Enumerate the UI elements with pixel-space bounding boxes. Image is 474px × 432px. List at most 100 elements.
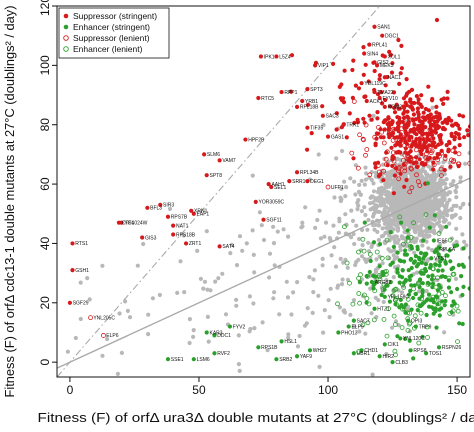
data-label: VIP1 <box>318 63 329 69</box>
data-point-suppressor-strict <box>442 127 447 132</box>
y-tick-label: 100 <box>38 55 52 75</box>
data-point-neutral <box>252 270 257 275</box>
data-point-neutral <box>444 212 449 217</box>
data-point-neutral <box>135 263 140 268</box>
data-point <box>325 134 331 139</box>
data-point <box>279 339 284 344</box>
legend-label: Enhancer (lenient) <box>73 44 143 54</box>
data-point-neutral <box>433 185 438 190</box>
data-point-suppressor-strict <box>388 52 393 58</box>
data-point-suppressor-lenient <box>390 137 396 143</box>
data-point <box>266 181 271 187</box>
data-point-enhancer-strict <box>395 270 400 275</box>
data-point-suppressor-strict <box>366 79 371 84</box>
data-point-neutral <box>237 234 243 239</box>
data-point-neutral <box>442 330 447 335</box>
data-point-neutral <box>412 229 417 234</box>
data-point-neutral <box>244 241 249 246</box>
data-point-suppressor-strict <box>453 150 458 155</box>
data-point-enhancer-strict <box>357 280 362 285</box>
data-point-neutral <box>351 298 357 303</box>
data-point <box>305 179 310 184</box>
data-point-enhancer-strict <box>456 263 461 268</box>
data-point-neutral <box>416 187 421 193</box>
data-point-neutral <box>414 270 419 275</box>
data-point-neutral <box>237 368 242 373</box>
data-point-neutral <box>341 260 346 265</box>
data-point-suppressor-strict <box>404 77 409 82</box>
data-point-enhancer-strict <box>438 259 443 264</box>
data-point-neutral <box>356 198 361 203</box>
data-point-suppressor-lenient <box>438 166 444 172</box>
data-point-suppressor-lenient <box>438 173 444 179</box>
regression-line <box>57 177 470 369</box>
data-label: L5Z4 <box>279 54 291 60</box>
data-point-enhancer-lenient <box>405 310 411 316</box>
data-point <box>405 318 411 323</box>
data-label: DGC1 <box>385 33 399 39</box>
data-point-suppressor-strict <box>432 140 437 145</box>
data-point-neutral <box>437 201 443 206</box>
data-point-neutral <box>431 223 436 229</box>
data-point-neutral <box>297 333 302 339</box>
data-label: ROM2 <box>388 105 403 111</box>
data-point-suppressor-strict <box>445 89 450 94</box>
data-label: RTS1 <box>75 241 88 247</box>
data-point-enhancer-strict <box>402 252 407 257</box>
data-point-enhancer-strict <box>455 286 460 292</box>
data-point-neutral <box>453 276 458 281</box>
data-point <box>367 42 372 47</box>
data-point-suppressor-lenient <box>381 140 387 146</box>
data-point-suppressor-lenient <box>390 150 396 156</box>
data-point-suppressor-strict <box>436 117 441 122</box>
data-point-neutral <box>415 168 420 173</box>
data-point-suppressor-strict <box>414 164 419 169</box>
data-point-suppressor-strict <box>433 130 438 135</box>
data-label: SLM6 <box>207 152 220 158</box>
data-point-suppressor-strict <box>397 81 402 86</box>
data-point-neutral <box>441 239 446 244</box>
data-point-suppressor-strict <box>375 92 381 97</box>
data-point-suppressor-lenient <box>379 129 385 135</box>
data-point-suppressor-strict <box>392 110 398 115</box>
data-point-neutral <box>449 207 454 213</box>
data-point-suppressor-lenient <box>409 185 415 191</box>
data-label: RTC5 <box>261 96 274 102</box>
data-label: TMA22 <box>377 90 393 96</box>
data-point-neutral <box>399 202 404 208</box>
data-point-suppressor-lenient <box>408 165 414 171</box>
data-point-suppressor-lenient <box>401 135 407 141</box>
data-label: YPL158C <box>388 295 410 301</box>
data-point-enhancer-strict <box>415 247 420 252</box>
data-label: SRR1 <box>292 179 306 185</box>
data-point-neutral <box>434 257 439 262</box>
data-point-enhancer-strict <box>419 260 424 265</box>
data-label: RPL34B <box>300 170 319 176</box>
data-point-suppressor-strict <box>402 105 407 111</box>
data-point-enhancer-strict <box>461 284 466 289</box>
data-point-enhancer-strict <box>388 262 393 267</box>
data-point <box>294 354 300 359</box>
data-point-neutral <box>251 252 256 257</box>
data-point-suppressor-lenient <box>429 148 435 154</box>
data-point-enhancer-lenient <box>372 288 378 294</box>
data-point-enhancer-lenient <box>412 313 418 319</box>
data-point-neutral <box>395 200 400 205</box>
data-point-neutral <box>328 286 333 291</box>
data-point-enhancer-strict <box>437 263 442 268</box>
data-point-neutral <box>302 323 308 328</box>
data-point-enhancer-strict <box>367 269 372 275</box>
data-point-enhancer-lenient <box>356 291 362 296</box>
data-label: OPI3 <box>411 318 423 324</box>
data-point-neutral <box>381 299 386 305</box>
data-point-neutral <box>420 202 425 207</box>
data-point <box>294 104 300 110</box>
data-label: CHD1 <box>364 348 378 354</box>
data-point-suppressor-strict <box>396 124 401 129</box>
data-point-enhancer-strict <box>405 228 410 233</box>
data-point-enhancer-lenient <box>419 296 424 302</box>
data-point-neutral <box>320 256 325 261</box>
data-point-enhancer-strict <box>414 264 419 269</box>
data-point-neutral <box>125 308 130 313</box>
